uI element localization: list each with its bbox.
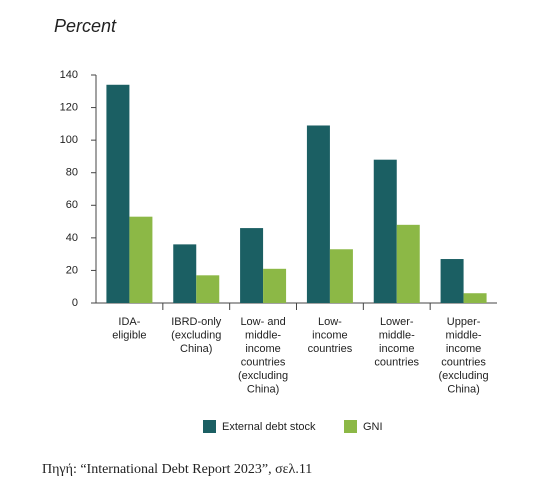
y-tick-label: 120 [60, 101, 78, 113]
source-note: Πηγή: “International Debt Report 2023”, … [42, 462, 312, 477]
bar [440, 259, 464, 303]
y-tick-label: 140 [60, 69, 78, 81]
legend-swatch [203, 420, 216, 433]
bar [173, 244, 197, 303]
y-tick-label: 20 [66, 264, 78, 276]
bar [396, 224, 420, 303]
bar [373, 159, 397, 303]
y-tick-label: 80 [66, 167, 78, 179]
bar [196, 275, 220, 303]
bar [463, 293, 487, 303]
bar [106, 84, 130, 304]
bar [129, 216, 153, 303]
bar [306, 125, 330, 303]
y-axis-label: Percent [54, 16, 117, 36]
legend-swatch [344, 420, 357, 433]
legend-label: GNI [363, 421, 383, 433]
x-tick-label: Low-income countries [308, 316, 353, 355]
y-tick-label: 40 [66, 232, 78, 244]
y-tick-label: 60 [66, 199, 78, 211]
x-tick-label: Lower-middle-income countries [374, 316, 419, 369]
legend-label: External debt stock [222, 421, 316, 433]
y-tick-label: 0 [72, 297, 78, 309]
y-tick-label: 100 [60, 134, 78, 146]
bar [240, 228, 264, 303]
x-tick-label: Low- and middle-income countries (excluding… [238, 316, 288, 396]
x-tick-label: IBRD-only (excluding China) [171, 316, 222, 355]
bar [329, 249, 353, 303]
x-tick-label: IDA-eligible [112, 316, 146, 342]
bar [263, 268, 287, 303]
x-tick-label: Upper-middle-income countries (excluding Ch… [439, 316, 489, 396]
